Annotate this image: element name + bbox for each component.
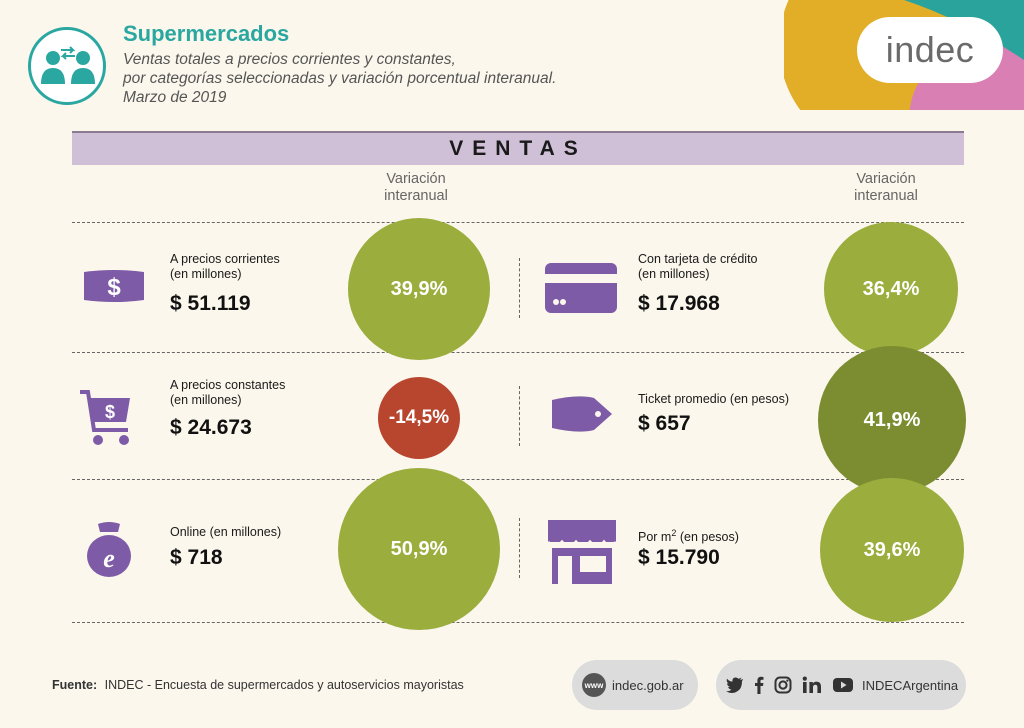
storefront-icon (546, 520, 618, 584)
label-text: (en pesos) (676, 530, 739, 545)
online-bag-icon: e (87, 522, 131, 577)
page-title: Supermercados (123, 21, 290, 46)
svg-text:e: e (103, 544, 115, 573)
variation-circle: 41,9% (818, 346, 966, 494)
variation-header-left: Variación interanual (356, 171, 476, 205)
globe-icon: www (582, 673, 606, 697)
subtitle-line: por categorías seleccionadas y variación… (123, 70, 557, 87)
label-line: (en millones) (638, 267, 710, 281)
item-value: $ 24.673 (170, 416, 252, 439)
indec-logo: indec (857, 17, 1003, 83)
label-superscript: 2 (671, 528, 677, 538)
divider (72, 352, 964, 353)
website-text: indec.gob.ar (612, 677, 684, 693)
source-note: Fuente: INDEC - Encuesta de supermercado… (52, 678, 464, 692)
twitter-icon[interactable] (726, 677, 744, 693)
variation-label: Variación (856, 171, 916, 187)
social-links[interactable]: INDECArgentina (716, 660, 966, 710)
exchange-people-icon (28, 27, 106, 105)
label-text: Por m (638, 530, 672, 545)
label-line: Con tarjeta de crédito (638, 252, 758, 266)
item-label: Por m2 (en pesos) (638, 526, 739, 545)
label-line: A precios constantes (170, 378, 286, 392)
svg-text:$: $ (107, 274, 121, 301)
source-text: INDEC - Encuesta de supermercados y auto… (104, 678, 464, 692)
price-tag-icon (552, 396, 612, 432)
label-line: A precios corrientes (170, 252, 280, 266)
label-line: (en millones) (170, 267, 242, 281)
variation-label: Variación (386, 171, 446, 187)
item-value: $ 657 (638, 412, 691, 435)
page-subtitle: Ventas totales a precios corrientes y co… (123, 50, 593, 107)
subtitle-date: Marzo de 2019 (123, 89, 227, 106)
item-value: $ 718 (170, 546, 223, 569)
divider (519, 518, 520, 578)
item-label: Con tarjeta de crédito (en millones) (638, 252, 758, 282)
item-label: Ticket promedio (en pesos) (638, 392, 789, 406)
section-title: VENTAS (72, 131, 964, 165)
svg-text:$: $ (105, 402, 115, 422)
youtube-icon[interactable] (832, 677, 854, 693)
source-label: Fuente: (52, 678, 98, 692)
item-label: Online (en millones) (170, 525, 282, 539)
social-icons (726, 676, 854, 694)
item-label: A precios corrientes (en millones) (170, 252, 280, 282)
variation-circle: 39,6% (820, 478, 964, 622)
divider (519, 258, 520, 318)
instagram-icon[interactable] (774, 676, 792, 694)
banknote-icon: $ (84, 270, 144, 302)
variation-header-right: Variación interanual (826, 171, 946, 205)
credit-card-icon (545, 263, 617, 313)
item-value: $ 51.119 (170, 292, 251, 315)
label-line: (en millones) (170, 393, 242, 407)
divider (72, 479, 964, 480)
variation-circle: 50,9% (338, 468, 500, 630)
variation-circle: -14,5% (378, 377, 460, 459)
variation-label: interanual (854, 188, 918, 204)
item-value: $ 15.790 (638, 546, 720, 569)
variation-circle: 36,4% (824, 222, 958, 356)
item-value: $ 17.968 (638, 292, 720, 315)
variation-circle: 39,9% (348, 218, 490, 360)
divider (519, 386, 520, 446)
subtitle-line: Ventas totales a precios corrientes y co… (123, 51, 456, 68)
linkedin-icon[interactable] (802, 676, 822, 694)
variation-label: interanual (384, 188, 448, 204)
website-link[interactable]: www indec.gob.ar (572, 660, 698, 710)
shopping-cart-icon: $ (80, 390, 130, 445)
item-label: A precios constantes (en millones) (170, 378, 285, 408)
facebook-icon[interactable] (754, 676, 764, 694)
divider (72, 622, 964, 623)
divider (72, 222, 964, 223)
social-handle: INDECArgentina (862, 677, 959, 693)
